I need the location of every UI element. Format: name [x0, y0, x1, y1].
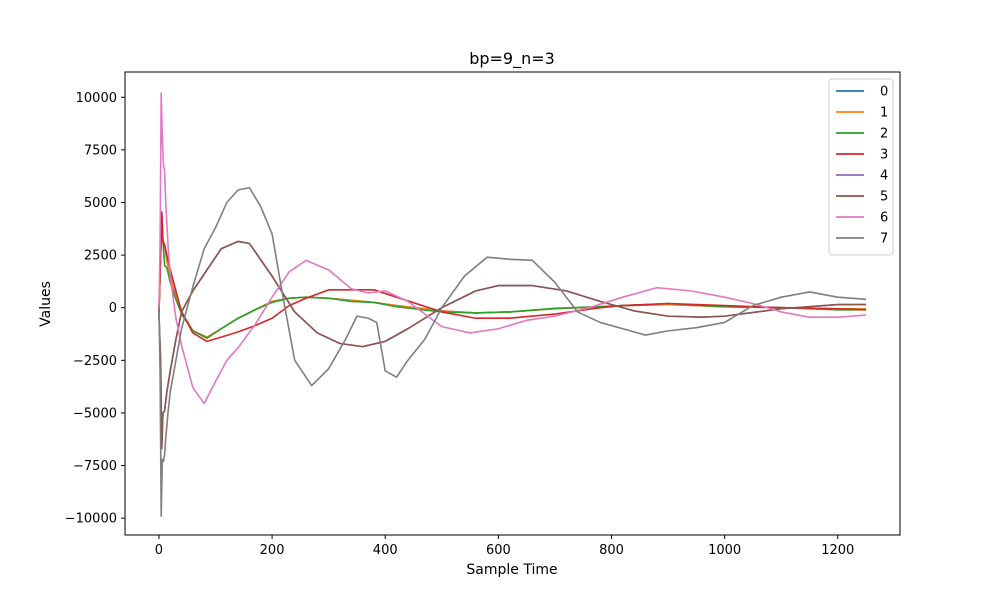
y-tick-label: −7500: [73, 459, 117, 474]
y-tick-label: −10000: [65, 512, 117, 527]
y-axis: −10000 −7500 −5000 −2500 0 2500 5000 7500 10000: [65, 91, 125, 527]
y-axis-label: Values: [38, 281, 54, 327]
legend-label-6: 6: [880, 211, 888, 226]
chart-title: bp=9_n=3: [469, 49, 555, 69]
x-tick-label: 1200: [821, 543, 854, 558]
x-axis: 0 200 400 600 800 1000 1200: [155, 535, 854, 558]
y-tick-label: 7500: [84, 143, 117, 158]
y-tick-label: 5000: [84, 196, 117, 211]
y-tick-label: 0: [109, 301, 117, 316]
x-tick-label: 200: [260, 543, 285, 558]
series-line-4: [158, 240, 867, 450]
series-line-3: [158, 211, 867, 343]
x-tick-label: 800: [599, 543, 624, 558]
series-line-7: [158, 186, 867, 517]
y-tick-label: −5000: [73, 406, 117, 421]
y-tick-label: 10000: [76, 91, 117, 106]
legend-label-0: 0: [880, 85, 888, 100]
legend: 0 1 2 3 4 5 6 7: [828, 78, 894, 256]
legend-label-3: 3: [880, 148, 888, 163]
x-tick-label: 0: [155, 543, 163, 558]
x-tick-label: 600: [486, 543, 511, 558]
plot-area: [158, 92, 867, 517]
x-tick-label: 400: [373, 543, 398, 558]
legend-label-4: 4: [880, 169, 888, 184]
legend-label-1: 1: [880, 106, 888, 121]
legend-label-7: 7: [880, 232, 888, 247]
plot-frame: [124, 71, 901, 536]
y-tick-label: −2500: [73, 354, 117, 369]
series-line-2: [158, 212, 867, 340]
legend-box: [828, 78, 894, 256]
x-tick-label: 1000: [708, 543, 741, 558]
x-axis-label: Sample Time: [466, 562, 557, 578]
series-line-6: [158, 92, 867, 405]
legend-label-5: 5: [880, 190, 888, 205]
y-tick-label: 2500: [84, 249, 117, 264]
series-line-5: [158, 240, 867, 450]
legend-label-2: 2: [880, 127, 888, 142]
